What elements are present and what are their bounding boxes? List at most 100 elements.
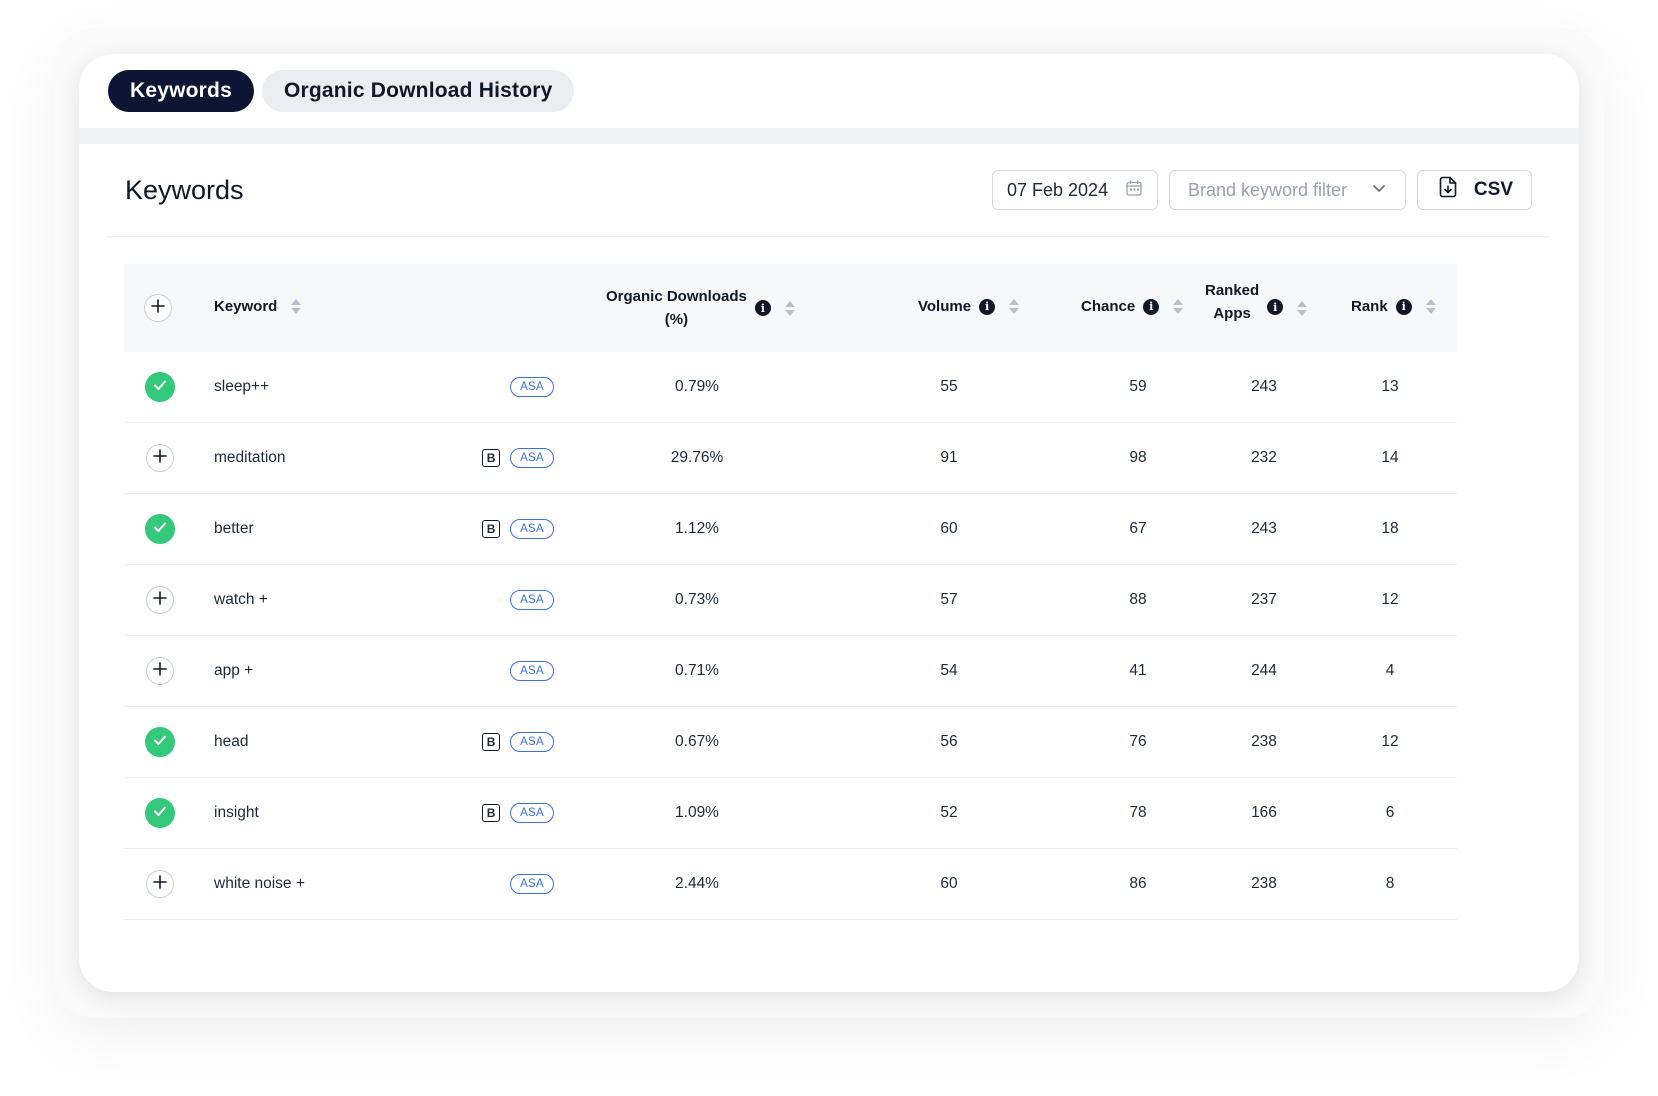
keywords-table: Keyword Organic Downloads (%) i Volume i… — [124, 264, 1457, 920]
add-all-button[interactable] — [144, 294, 172, 322]
brand-badge: B — [482, 449, 501, 467]
asa-badge[interactable]: ASA — [510, 803, 554, 823]
sort-icon[interactable] — [784, 300, 795, 316]
header-keyword[interactable]: Keyword — [214, 298, 302, 315]
badges-cell: ASA — [454, 565, 554, 635]
asa-badge[interactable]: ASA — [510, 874, 554, 894]
chance-cell: 98 — [1129, 449, 1147, 466]
plus-icon — [153, 874, 167, 894]
row-action-cell — [144, 565, 176, 635]
organic-cell: 0.79% — [675, 378, 719, 395]
badges-cell: ASA — [454, 849, 554, 919]
asa-badge[interactable]: ASA — [510, 661, 554, 681]
chevron-down-icon — [1371, 180, 1387, 201]
add-keyword-button[interactable] — [146, 870, 174, 898]
asa-badge[interactable]: ASA — [510, 377, 554, 397]
header-ranked-apps[interactable]: Ranked Apps i — [1205, 279, 1308, 325]
header-volume[interactable]: Volume i — [918, 298, 1020, 315]
date-picker[interactable]: 07 Feb 2024 — [992, 170, 1158, 210]
header-ranked-label: Ranked Apps — [1205, 279, 1259, 325]
volume-cell: 60 — [940, 520, 958, 537]
sort-icon[interactable] — [1297, 300, 1308, 316]
file-download-icon — [1436, 175, 1460, 205]
tab-divider-strip — [79, 128, 1579, 144]
info-icon[interactable]: i — [1267, 299, 1284, 315]
info-icon[interactable]: i — [979, 298, 996, 315]
plus-icon — [153, 661, 167, 681]
volume-cell: 56 — [940, 733, 958, 750]
organic-cell: 0.67% — [675, 733, 719, 750]
row-action-cell — [144, 636, 176, 706]
volume-cell: 52 — [940, 804, 958, 821]
ranked-apps-cell: 238 — [1251, 733, 1277, 750]
keyword-cell: insight — [214, 804, 259, 821]
asa-badge[interactable]: ASA — [510, 732, 554, 752]
row-action-cell — [144, 423, 176, 493]
badges-cell: B ASA — [454, 423, 554, 493]
table-row: sleep++ ASA 0.79% 55 59 243 13 — [124, 352, 1457, 423]
header-organic-downloads[interactable]: Organic Downloads (%) i — [606, 285, 795, 331]
header-rank[interactable]: Rank i — [1351, 298, 1436, 315]
sort-icon[interactable] — [1009, 299, 1020, 314]
plus-icon — [153, 590, 167, 610]
chance-cell: 67 — [1129, 520, 1147, 537]
calendar-icon — [1125, 179, 1143, 202]
brand-keyword-filter[interactable]: Brand keyword filter — [1169, 170, 1406, 210]
header-rank-label: Rank — [1351, 298, 1388, 315]
organic-cell: 2.44% — [675, 875, 719, 892]
keyword-added-toggle[interactable] — [145, 372, 175, 402]
add-keyword-button[interactable] — [146, 657, 174, 685]
keyword-cell: white noise + — [214, 875, 305, 892]
volume-cell: 55 — [940, 378, 958, 395]
organic-cell: 29.76% — [670, 449, 724, 466]
keyword-cell: meditation — [214, 449, 286, 466]
asa-badge[interactable]: ASA — [510, 448, 554, 468]
keyword-added-toggle[interactable] — [145, 798, 175, 828]
brand-badge: B — [482, 520, 501, 538]
organic-cell: 0.73% — [675, 591, 719, 608]
add-keyword-button[interactable] — [146, 444, 174, 472]
info-icon[interactable]: i — [1143, 298, 1160, 315]
asa-badge[interactable]: ASA — [510, 590, 554, 610]
add-keyword-button[interactable] — [146, 586, 174, 614]
table-row: app + ASA 0.71% 54 41 244 4 — [124, 636, 1457, 707]
brand-badge: B — [482, 804, 501, 822]
sort-icon[interactable] — [291, 299, 302, 314]
header-organic-line2: (%) — [664, 311, 689, 328]
keyword-added-toggle[interactable] — [145, 514, 175, 544]
ranked-apps-cell: 166 — [1251, 804, 1277, 821]
badges-cell: B ASA — [454, 707, 554, 777]
header-ranked-line1: Ranked — [1205, 282, 1260, 299]
tab-organic-download-history[interactable]: Organic Download History — [261, 70, 575, 112]
rank-cell: 12 — [1381, 733, 1399, 750]
info-icon[interactable]: i — [1395, 298, 1412, 315]
organic-cell: 1.09% — [675, 804, 719, 821]
sort-icon[interactable] — [1173, 299, 1184, 314]
rank-cell: 13 — [1381, 378, 1399, 395]
header-chance[interactable]: Chance i — [1081, 298, 1184, 315]
row-action-cell — [144, 494, 176, 564]
keyword-added-toggle[interactable] — [145, 727, 175, 757]
check-icon — [152, 519, 168, 540]
plus-icon — [151, 299, 165, 317]
organic-cell: 1.12% — [675, 520, 719, 537]
chance-cell: 88 — [1129, 591, 1147, 608]
table-row: insight B ASA 1.09% 52 78 166 6 — [124, 778, 1457, 849]
add-all-cell — [144, 294, 172, 322]
check-icon — [152, 377, 168, 398]
header-volume-label: Volume — [918, 298, 972, 315]
table-row: better B ASA 1.12% 60 67 243 18 — [124, 494, 1457, 565]
badges-cell: ASA — [454, 636, 554, 706]
ranked-apps-cell: 232 — [1251, 449, 1277, 466]
info-icon[interactable]: i — [754, 300, 771, 316]
keyword-cell: better — [214, 520, 254, 537]
check-icon — [152, 803, 168, 824]
sort-icon[interactable] — [1425, 299, 1436, 314]
csv-export-button[interactable]: CSV — [1417, 170, 1532, 210]
tab-keywords[interactable]: Keywords — [108, 70, 254, 112]
chance-cell: 78 — [1129, 804, 1147, 821]
asa-badge[interactable]: ASA — [510, 519, 554, 539]
header-keyword-label: Keyword — [214, 298, 278, 315]
header-chance-label: Chance — [1081, 298, 1136, 315]
keywords-card: Keywords Organic Download History Keywor… — [79, 54, 1579, 992]
